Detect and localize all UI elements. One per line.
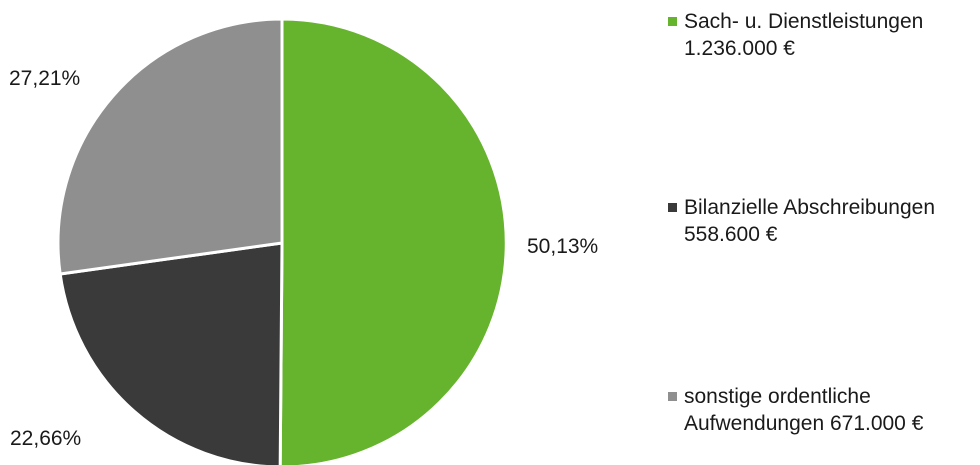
- legend-value-2: 558.600 €: [684, 223, 778, 246]
- legend-item-1: Sach- u. Dienstleistungen 1.236.000 €: [668, 8, 980, 62]
- percent-label-slice-3: 27,21%: [9, 67, 81, 90]
- legend-value-1: 1.236.000 €: [684, 37, 795, 60]
- percent-label-slice-1: 50,13%: [527, 235, 599, 258]
- pie-slice-1: [278, 17, 508, 465]
- pie-slice-2: [58, 241, 284, 465]
- legend-label-3: sonstige ordentliche: [684, 385, 871, 408]
- legend-label-2: Bilanzielle Abschreibungen: [684, 196, 936, 219]
- legend-swatch-3: [668, 392, 677, 401]
- legend: Sach- u. Dienstleistungen 1.236.000 € Bi…: [668, 0, 980, 465]
- legend-swatch-2: [668, 203, 677, 212]
- percent-label-slice-2: 22,66%: [10, 427, 82, 450]
- legend-item-2: Bilanzielle Abschreibungen 558.600 €: [668, 194, 980, 248]
- legend-swatch-1: [668, 17, 677, 26]
- legend-label-1: Sach- u. Dienstleistungen: [684, 10, 924, 33]
- pie-slice-3: [56, 17, 284, 276]
- legend-item-3: sonstige ordentliche Aufwendungen 671.00…: [668, 383, 980, 437]
- legend-value-3: Aufwendungen 671.000 €: [684, 412, 924, 435]
- pie-slices: [56, 17, 508, 465]
